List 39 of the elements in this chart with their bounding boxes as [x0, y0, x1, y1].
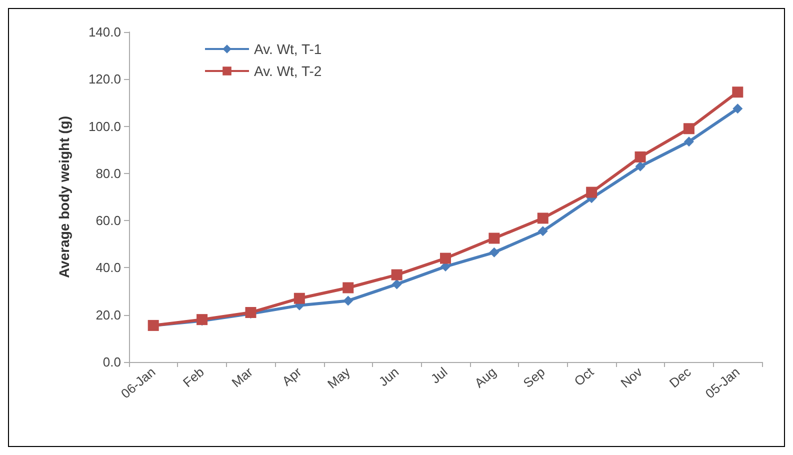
x-tick-label: Oct: [571, 364, 597, 389]
x-tick-label: Sep: [520, 364, 548, 391]
y-tick-label: 120.0: [88, 72, 121, 87]
legend-label: Av. Wt, T-1: [254, 41, 322, 57]
point: [392, 279, 402, 290]
point: [732, 104, 743, 114]
x-tick-label: Jul: [428, 364, 450, 386]
point: [634, 151, 646, 162]
point: [343, 296, 354, 306]
x-tick-label: Nov: [618, 364, 646, 391]
y-tick-label: 40.0: [96, 260, 121, 276]
x-tick-label: Jun: [376, 364, 402, 390]
x-tick-label: Mar: [228, 364, 256, 390]
y-tick-label: 60.0: [96, 213, 121, 228]
legend-label: Av. Wt, T-2: [254, 63, 322, 79]
point: [732, 86, 744, 98]
y-tick-label: 140.0: [88, 24, 121, 40]
point: [294, 292, 305, 304]
x-tick-label: Feb: [180, 364, 207, 390]
y-tick-label: 80.0: [96, 166, 121, 181]
point: [537, 212, 548, 224]
x-tick-label: Aug: [472, 364, 500, 391]
point: [342, 282, 354, 294]
point: [684, 136, 694, 147]
x-tick-label: May: [324, 364, 354, 392]
point: [391, 269, 402, 280]
point: [586, 186, 598, 198]
y-tick-label: 100.0: [88, 118, 121, 134]
y-tick-label: 20.0: [96, 307, 121, 322]
point: [489, 247, 500, 258]
y-axis-title: Average body weight (g): [56, 116, 72, 278]
point: [538, 226, 548, 236]
point: [488, 232, 500, 244]
point: [635, 161, 646, 172]
y-tick-label: 0.0: [102, 354, 121, 370]
x-tick-label: Apr: [279, 364, 305, 389]
point: [440, 252, 451, 264]
point: [683, 123, 694, 134]
x-tick-label: Dec: [666, 364, 694, 391]
